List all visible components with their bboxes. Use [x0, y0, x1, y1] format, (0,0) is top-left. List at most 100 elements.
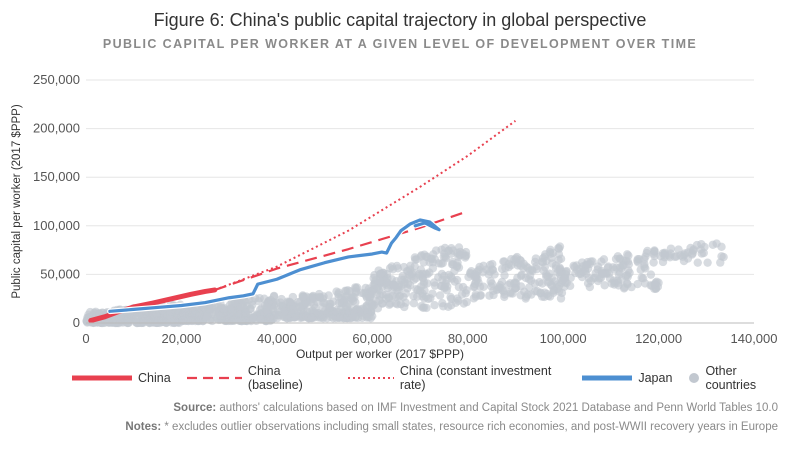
x-tick-label: 120,000: [635, 331, 682, 346]
other-country-point: [435, 291, 445, 300]
other-country-point: [469, 282, 478, 292]
other-country-point: [532, 265, 541, 274]
notes-note: Notes: * excludes outlier observations i…: [125, 421, 778, 433]
other-country-point: [195, 311, 204, 320]
other-country-point: [598, 269, 607, 279]
other-country-point: [291, 310, 300, 320]
x-tick-label: 80,000: [448, 331, 488, 346]
other-country-point: [459, 299, 469, 308]
other-country-point: [285, 297, 294, 307]
other-country-point: [385, 264, 395, 273]
other-country-point: [317, 310, 327, 319]
series-line-china-constant-investment-rate: [214, 120, 517, 291]
other-country-point: [400, 302, 409, 312]
other-country-point: [409, 299, 419, 308]
legend-item-baseline: China (baseline): [186, 364, 332, 392]
y-tick-label: 200,000: [33, 121, 80, 136]
other-country-point: [373, 283, 382, 292]
x-tick-label: 0: [82, 331, 89, 346]
other-country-point: [403, 284, 412, 293]
other-countries-points: [82, 239, 728, 328]
other-country-point: [419, 280, 428, 289]
other-country-point: [241, 308, 251, 317]
series-line-japan: [108, 218, 441, 313]
legend-item-other: Other countries: [688, 364, 784, 392]
other-country-point: [633, 279, 642, 289]
other-country-point: [351, 298, 360, 307]
other-country-point: [274, 311, 283, 320]
other-country-point: [524, 274, 534, 284]
other-country-point: [638, 274, 648, 283]
other-country-point: [458, 249, 468, 258]
legend-swatch-japan: [582, 375, 633, 381]
other-country-point: [425, 268, 434, 277]
x-tick-label: 140,000: [731, 331, 778, 346]
legend-item-china: China: [72, 371, 171, 385]
other-country-point: [679, 250, 689, 260]
other-country-point: [674, 245, 683, 254]
other-country-point: [352, 304, 362, 314]
series-line-china: [88, 287, 218, 324]
x-tick-label: 100,000: [540, 331, 587, 346]
other-country-point: [544, 291, 553, 301]
other-country-point: [236, 302, 246, 311]
other-country-point: [471, 272, 480, 281]
other-country-point: [452, 275, 462, 285]
other-country-point: [546, 280, 556, 290]
series-line-china-baseline: [214, 210, 469, 291]
legend-swatch-other: [689, 373, 700, 383]
source-label: Source:: [173, 402, 217, 414]
other-country-point: [221, 312, 231, 322]
other-country-point: [719, 252, 728, 262]
other-country-point: [545, 247, 554, 257]
y-tick-label: 250,000: [33, 72, 80, 87]
source-note: Source: authors' calculations based on I…: [173, 402, 778, 414]
other-country-point: [442, 286, 452, 295]
other-country-point: [178, 315, 188, 325]
other-country-point: [388, 291, 398, 300]
other-country-point: [430, 301, 439, 310]
other-country-point: [266, 295, 275, 305]
other-country-point: [394, 280, 404, 289]
notes-text: * excludes outlier observations includin…: [161, 421, 778, 433]
other-country-point: [407, 272, 416, 281]
other-country-point: [556, 254, 566, 264]
legend-label-japan: Japan: [638, 371, 673, 385]
series-lines: [88, 120, 517, 324]
other-country-point: [624, 251, 633, 260]
other-country-point: [650, 246, 659, 255]
other-country-point: [560, 282, 569, 291]
legend-swatch-constant: [347, 377, 394, 379]
other-country-point: [202, 312, 211, 321]
axes: 0 50,000 100,000 150,000 200,000 250,000 0 20,0…: [11, 72, 778, 361]
legend: China China (baseline) China (constant i…: [72, 364, 800, 392]
legend-swatch-china: [72, 375, 132, 381]
other-country-point: [536, 289, 545, 298]
other-country-point: [646, 270, 656, 279]
other-country-point: [434, 259, 443, 268]
other-country-point: [556, 294, 566, 303]
other-country-point: [151, 311, 161, 320]
legend-item-constant: China (constant investment rate): [347, 364, 567, 392]
other-country-point: [479, 261, 488, 271]
other-country-point: [115, 315, 125, 324]
other-country-point: [214, 310, 223, 320]
other-country-point: [412, 285, 421, 294]
other-country-point: [487, 279, 497, 288]
other-country-point: [454, 282, 464, 292]
other-country-point: [409, 291, 418, 301]
other-country-point: [166, 307, 175, 316]
notes-label: Notes:: [125, 421, 162, 433]
y-tick-label: 150,000: [33, 169, 80, 184]
other-country-point: [703, 258, 712, 267]
x-axis-label: Output per worker (2017 $PPP): [296, 347, 464, 361]
other-country-point: [614, 270, 624, 279]
other-country-point: [650, 284, 659, 293]
other-country-point: [613, 252, 623, 261]
other-country-point: [712, 239, 721, 248]
other-country-point: [499, 287, 508, 296]
other-country-point: [600, 281, 609, 290]
other-country-point: [545, 269, 554, 278]
other-country-point: [444, 246, 453, 255]
